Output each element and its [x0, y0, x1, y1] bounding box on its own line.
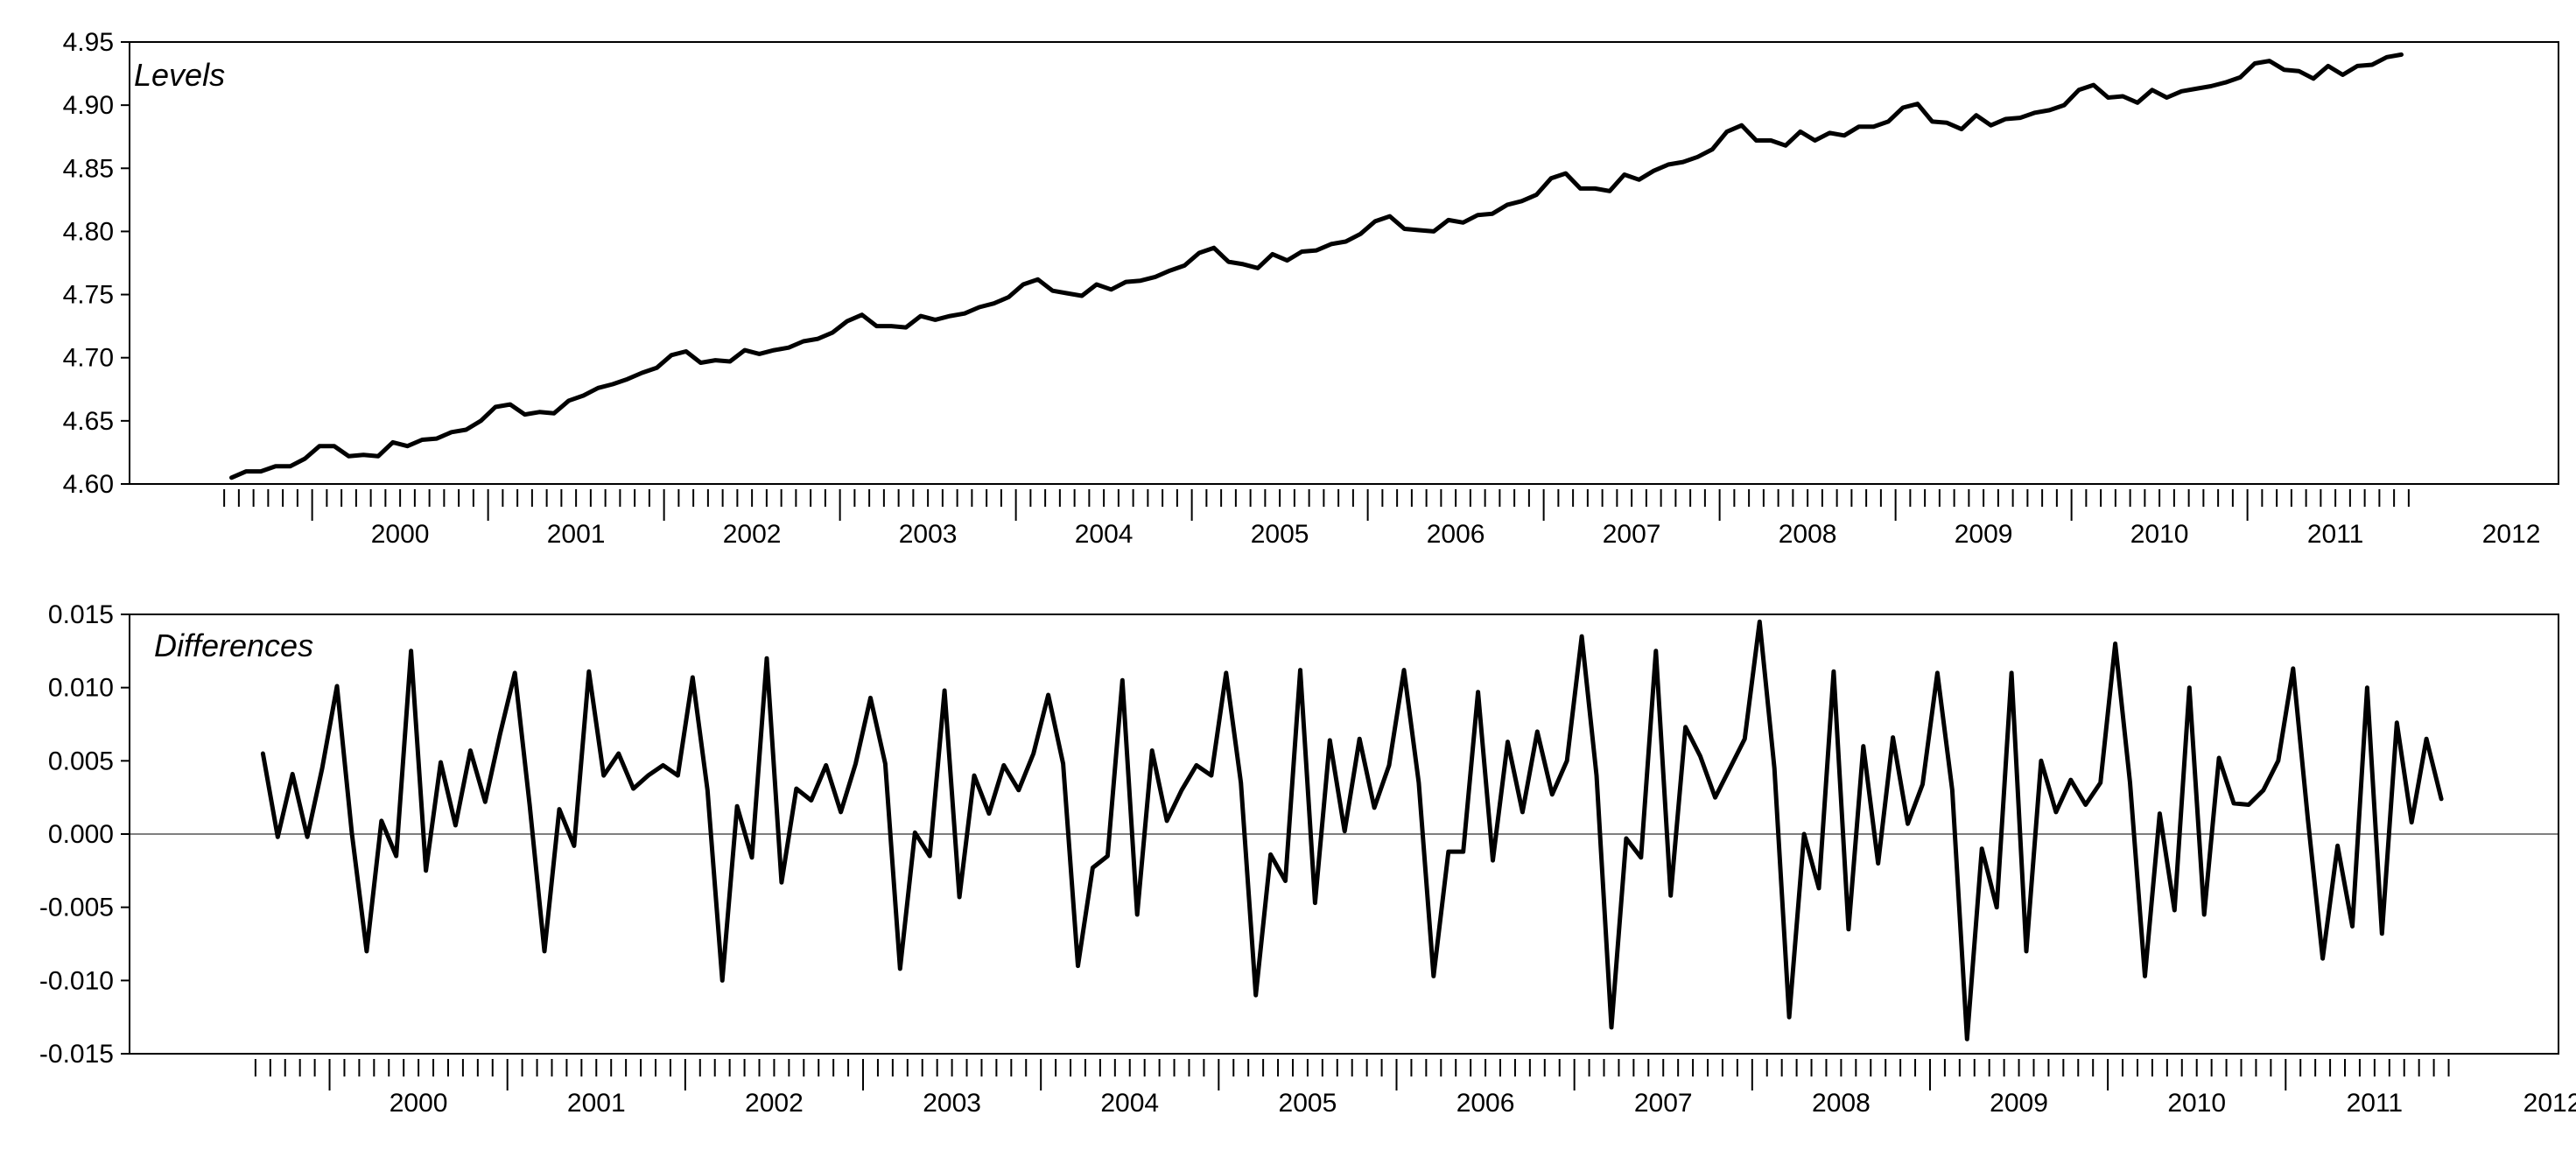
x-tick-label: 2012 — [2482, 520, 2541, 549]
x-tick-label: 2007 — [1634, 1089, 1693, 1118]
differences-panel: Differences 0.015 0.010 0.005 0.000 -0.005 -0… — [39, 600, 2576, 1118]
x-tick-label: 2006 — [1456, 1089, 1515, 1118]
x-tick-label: 2011 — [2347, 1089, 2404, 1118]
x-tick-label: 2002 — [723, 520, 782, 549]
x-tick-label: 2007 — [1603, 520, 1661, 549]
y-tick-label: 4.95 — [63, 28, 114, 57]
levels-plot-frame — [129, 41, 2559, 485]
x-tick-label: 2005 — [1279, 1089, 1337, 1118]
levels-x-axis: 2000 2001 2002 2003 2004 2005 2006 2007 2008 2009… — [223, 489, 2541, 549]
x-tick-label: 2003 — [899, 520, 958, 549]
y-tick-label: 4.75 — [63, 281, 114, 310]
x-tick-label: 2006 — [1427, 520, 1485, 549]
levels-series-line — [229, 52, 2404, 480]
y-tick-label: -0.005 — [39, 894, 114, 922]
x-tick-label: 2011 — [2307, 520, 2364, 549]
y-tick-label: -0.015 — [39, 1040, 114, 1069]
levels-y-axis: 4.60 4.65 4.70 4.75 4.80 4.85 4.90 4.95 — [63, 28, 130, 499]
y-tick-label: 0.015 — [48, 600, 114, 629]
y-tick-label: 4.70 — [63, 344, 114, 373]
x-tick-label: 2000 — [390, 1089, 448, 1118]
x-tick-label: 2000 — [371, 520, 430, 549]
x-tick-label: 2002 — [745, 1089, 804, 1118]
differences-x-axis: 2000 2001 2002 2003 2004 2005 2006 2007 2008 2009… — [254, 1059, 2576, 1118]
differences-panel-title: Differences — [154, 628, 313, 663]
x-tick-label: 2010 — [2130, 520, 2189, 549]
x-tick-label: 2003 — [923, 1089, 981, 1118]
y-tick-label: 4.90 — [63, 91, 114, 120]
y-tick-label: 4.65 — [63, 407, 114, 436]
x-tick-label: 2010 — [2167, 1089, 2226, 1118]
x-tick-label: 2001 — [567, 1089, 626, 1118]
levels-panel: Levels 4.604.654.704.754.804.854.904.95 … — [63, 28, 2559, 549]
x-tick-label: 2004 — [1100, 1089, 1159, 1118]
levels-panel-title: Levels — [134, 57, 225, 93]
y-tick-label: 4.85 — [63, 154, 114, 183]
x-tick-label: 2009 — [1955, 520, 2013, 549]
x-tick-label: 2012 — [2523, 1089, 2576, 1118]
x-tick-label: 2008 — [1779, 520, 1837, 549]
differences-y-axis: 0.015 0.010 0.005 0.000 -0.005 -0.010 -0.015 — [39, 600, 130, 1069]
y-tick-label: 4.80 — [63, 217, 114, 246]
differences-series-line — [260, 619, 2444, 1041]
x-tick-label: 2009 — [1990, 1089, 2048, 1118]
y-tick-label: -0.010 — [39, 966, 114, 995]
y-tick-label: 0.010 — [48, 674, 114, 703]
x-tick-label: 2004 — [1075, 520, 1134, 549]
y-tick-label: 4.60 — [63, 470, 114, 499]
x-tick-label: 2008 — [1812, 1089, 1871, 1118]
y-tick-label: 0.000 — [48, 820, 114, 849]
x-tick-label: 2001 — [547, 520, 606, 549]
y-tick-label: 0.005 — [48, 747, 114, 775]
x-tick-label: 2005 — [1251, 520, 1309, 549]
